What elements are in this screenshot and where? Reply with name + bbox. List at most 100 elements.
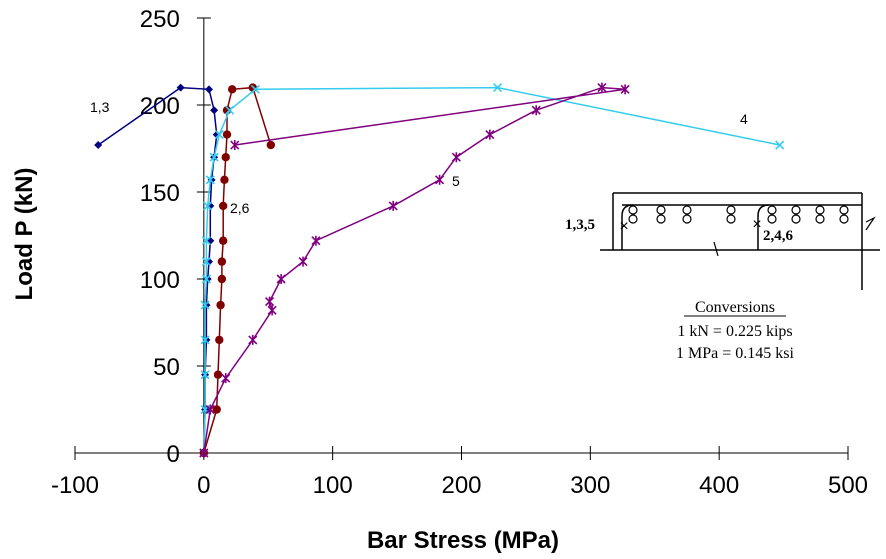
conversions-title: Conversions <box>695 299 775 316</box>
data-point <box>200 300 210 310</box>
series-x: 4 <box>199 83 785 458</box>
data-point <box>531 105 541 116</box>
data-point <box>485 129 495 140</box>
conversion-line-1: 1 kN = 0.225 kips <box>677 323 792 340</box>
data-point <box>435 174 445 185</box>
x-tick-label: 0 <box>197 472 210 499</box>
x-tick-label: 400 <box>699 472 739 499</box>
data-point <box>227 85 237 94</box>
x-tick-label: -100 <box>51 472 99 499</box>
data-point <box>388 200 398 211</box>
data-point <box>620 84 630 95</box>
rebar <box>726 214 736 224</box>
inset-left-stirrup <box>621 204 634 250</box>
data-point <box>200 370 210 380</box>
inset-mid-stirrup <box>757 204 770 250</box>
rebar <box>791 214 801 224</box>
y-tick-label: 250 <box>140 6 180 33</box>
inset-break-mark <box>865 216 876 231</box>
data-point <box>230 140 240 151</box>
gauge-marker-left: × <box>619 218 628 235</box>
data-point <box>225 105 235 115</box>
conversion-line-2: 1 MPa = 0.145 ksi <box>676 345 794 362</box>
data-point <box>451 152 461 163</box>
rebar <box>682 205 692 215</box>
y-tick-label: 200 <box>140 93 180 120</box>
series-label: 1,3 <box>90 99 110 115</box>
x-axis-title: Bar Stress (MPa) <box>367 527 559 554</box>
series-line <box>203 86 272 454</box>
data-point <box>276 274 286 284</box>
data-point <box>218 236 228 245</box>
data-point <box>264 296 275 307</box>
data-point <box>266 140 276 150</box>
series-label: 2,6 <box>230 200 250 216</box>
data-point <box>214 130 224 140</box>
data-point <box>250 84 260 94</box>
data-point <box>597 82 607 93</box>
data-point <box>210 106 219 115</box>
data-point <box>176 83 185 92</box>
data-point <box>212 405 221 414</box>
data-point <box>203 275 212 283</box>
x-tick-label: 200 <box>441 472 481 499</box>
rebar <box>656 205 666 215</box>
data-point <box>221 153 230 162</box>
rebar <box>726 205 736 215</box>
y-tick-label: 0 <box>166 441 179 468</box>
y-axis-title: Load P (kN) <box>11 168 38 301</box>
beam-section-inset: × × 1,3,5 2,4,6 <box>565 192 880 290</box>
data-point <box>248 334 258 345</box>
gauge-marker-right: × <box>752 216 761 233</box>
rebar <box>767 205 777 215</box>
data-point <box>94 141 103 150</box>
data-point <box>205 175 215 185</box>
data-point <box>218 201 228 211</box>
data-point <box>204 85 213 94</box>
x-tick-label: 300 <box>570 472 610 499</box>
data-point <box>220 175 229 185</box>
series-star: 5 <box>199 82 630 458</box>
series-label: 5 <box>452 173 460 189</box>
data-point <box>203 201 213 211</box>
data-point <box>200 335 210 345</box>
data-point <box>207 175 216 184</box>
data-point <box>216 300 225 310</box>
data-point <box>222 130 232 139</box>
data-point <box>201 274 211 284</box>
inset-label-right: 2,4,6 <box>763 228 794 244</box>
data-point <box>205 404 215 415</box>
rebar <box>628 205 638 215</box>
series-line <box>203 86 780 454</box>
inset-crack-mark <box>713 241 719 257</box>
rebar <box>682 214 692 224</box>
data-point <box>298 256 308 267</box>
y-tick-label: 50 <box>153 354 180 381</box>
x-tick-label: 100 <box>313 472 353 499</box>
data-point <box>215 335 224 345</box>
axes: -100 0 100 200 300 400 500 0 50 100 150 200 250 <box>51 6 868 499</box>
data-point <box>209 152 219 162</box>
data-point <box>493 83 503 93</box>
series-layer: 1,3 2,6 4 5 <box>90 82 785 458</box>
data-point <box>221 373 231 384</box>
data-point <box>201 257 211 267</box>
rebar <box>656 214 666 224</box>
rebar <box>815 205 825 215</box>
x-tick-label: 500 <box>828 472 868 499</box>
data-point <box>217 274 227 284</box>
y-tick-label: 100 <box>140 267 180 294</box>
data-point <box>267 305 277 316</box>
data-point <box>311 235 321 246</box>
inset-label-left: 1,3,5 <box>565 217 595 233</box>
inset-rebars <box>628 205 849 224</box>
data-point <box>775 140 785 150</box>
series-label: 4 <box>740 111 748 127</box>
y-tick-label: 150 <box>140 180 180 207</box>
data-point <box>217 257 227 266</box>
rebar <box>815 214 825 224</box>
data-point <box>199 448 209 458</box>
rebar <box>767 214 777 224</box>
series-line <box>203 86 626 454</box>
